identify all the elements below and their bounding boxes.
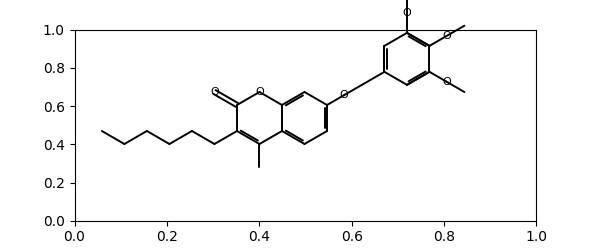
- Text: O: O: [442, 77, 451, 87]
- Text: O: O: [402, 8, 411, 18]
- Text: O: O: [255, 87, 264, 97]
- Text: O: O: [210, 87, 219, 97]
- Text: O: O: [442, 31, 451, 41]
- Text: O: O: [340, 90, 348, 100]
